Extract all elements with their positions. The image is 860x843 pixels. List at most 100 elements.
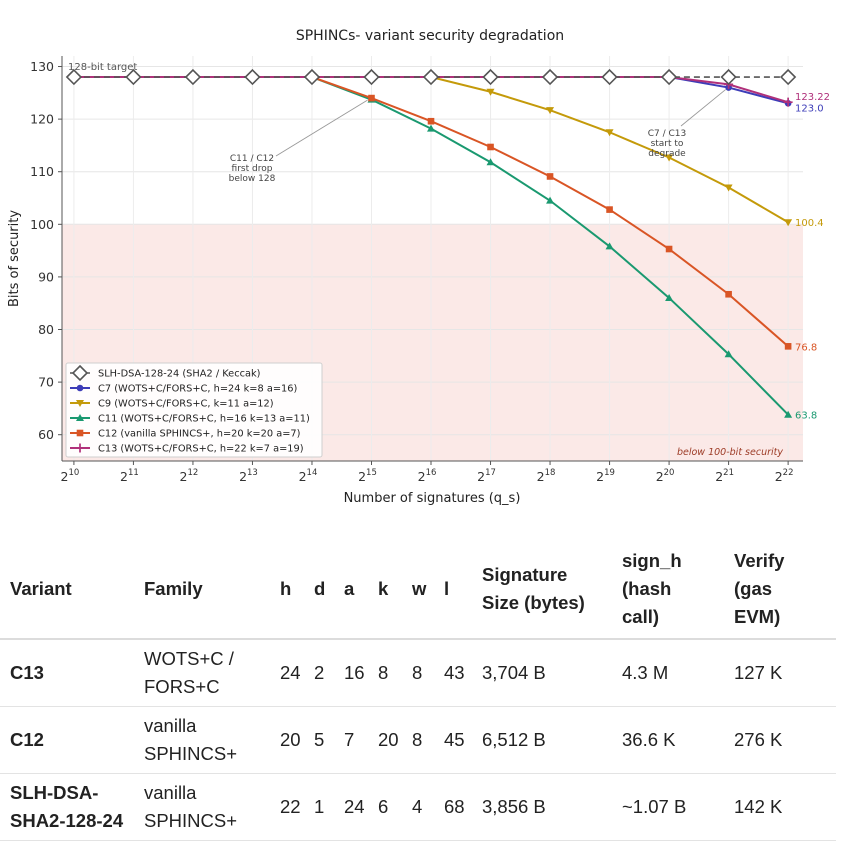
cell-d: 5: [310, 706, 340, 774]
cell-sign-h: 4.3 M: [612, 639, 724, 707]
cell-family-line: vanilla: [144, 715, 197, 736]
data-point: [487, 143, 494, 151]
data-point: [601, 68, 618, 86]
header-verify-line: Verify: [734, 550, 785, 571]
x-axis-label: Number of signatures (q_s): [344, 491, 521, 506]
legend-label: C7 (WOTS+C/FORS+C, h=24 k=8 a=16): [98, 384, 297, 395]
annotation-text: degrade: [648, 149, 686, 159]
x-tick-label: 212: [180, 468, 199, 484]
series-0: [65, 68, 797, 86]
cell-l: 43: [440, 639, 472, 707]
data-point: [303, 68, 321, 86]
data-point: [784, 410, 793, 418]
legend-label: SLH-DSA-128-24 (SHA2 / Keccak): [98, 369, 260, 380]
legend-item: C12 (vanilla SPHINCS+, h=20 k=20 a=7): [70, 429, 300, 440]
series-end-label: 100.4: [795, 218, 824, 229]
cell-h: 22: [270, 773, 310, 841]
cell-family-line: vanilla: [144, 782, 197, 803]
header-verify-line: EVM): [734, 606, 781, 627]
data-point: [76, 400, 84, 407]
data-point: [75, 443, 85, 453]
header-d: d: [310, 540, 340, 640]
data-point: [76, 429, 84, 437]
annotation-text: C7 / C13: [648, 129, 687, 139]
header-sign-h-line: call): [622, 606, 660, 627]
data-point: [720, 68, 737, 86]
cell-w: 8: [408, 706, 440, 774]
data-point: [427, 124, 436, 132]
data-point: [546, 196, 555, 204]
cell-family-line: SPHINCS+: [144, 810, 238, 831]
annotation-text: first drop: [232, 164, 273, 174]
data-point: [725, 290, 732, 298]
data-point: [76, 384, 84, 392]
data-point: [546, 107, 555, 115]
cell-d: 1: [310, 773, 340, 841]
data-point: [783, 97, 793, 107]
x-tick-label: 217: [477, 468, 496, 484]
y-tick-label: 130: [30, 59, 54, 74]
cell-verify: 127 K: [724, 639, 836, 707]
header-signature-size-line: Signature: [482, 564, 568, 585]
legend-item: C7 (WOTS+C/FORS+C, h=24 k=8 a=16): [70, 384, 297, 395]
x-tick-label: 213: [239, 468, 258, 484]
cell-a: 7: [340, 706, 374, 774]
header-verify: Verify (gas EVM): [724, 540, 836, 640]
cell-h: 24: [270, 639, 310, 707]
cell-k: 8: [374, 639, 408, 707]
cell-sign-h: 36.6 K: [612, 706, 724, 774]
legend-item: C9 (WOTS+C/FORS+C, k=11 a=12): [70, 399, 274, 410]
table-row: C12 vanilla SPHINCS+ 20 5 7 20 8 45 6,51…: [0, 706, 836, 774]
legend-item: SLH-DSA-128-24 (SHA2 / Keccak): [70, 364, 260, 382]
table-row: C13 WOTS+C / FORS+C 24 2 16 8 8 43 3,704…: [0, 639, 836, 707]
data-point: [427, 117, 435, 125]
x-tick-label: 216: [418, 468, 437, 484]
data-point: [482, 68, 499, 86]
x-tick-label: 215: [358, 468, 377, 484]
cell-signature-size: 3,704 B: [472, 639, 612, 707]
cell-variant: C13: [0, 639, 134, 707]
data-point: [71, 364, 89, 382]
y-tick-label: 60: [38, 427, 54, 442]
legend-label: C9 (WOTS+C/FORS+C, k=11 a=12): [98, 399, 274, 410]
header-verify-line: (gas: [734, 578, 773, 599]
x-tick-label: 211: [120, 468, 139, 484]
data-point: [184, 68, 202, 86]
cell-variant: SLH-DSA- SHA2-128-24: [0, 773, 134, 841]
series-end-label: 123.22: [795, 92, 830, 103]
data-point: [125, 68, 142, 86]
header-signature-size-line: Size (bytes): [482, 592, 585, 613]
cell-a: 24: [340, 773, 374, 841]
annotation-arrow: [680, 89, 726, 127]
y-tick-label: 90: [38, 269, 54, 284]
annotation-text: start to: [651, 139, 684, 149]
data-point: [244, 68, 261, 86]
x-tick-label: 218: [537, 468, 556, 484]
chart-title: SPHINCs- variant security degradation: [296, 28, 564, 44]
series-end-label: 123.0: [795, 103, 824, 114]
y-axis-label: Bits of security: [7, 210, 22, 307]
header-l: l: [440, 540, 472, 640]
legend-label: C13 (WOTS+C/FORS+C, h=22 k=7 a=19): [98, 444, 304, 455]
data-point: [422, 68, 440, 86]
header-k: k: [374, 540, 408, 640]
annotation-text: C11 / C12: [230, 154, 274, 164]
table-row: SLH-DSA- SHA2-128-24 vanilla SPHINCS+ 22…: [0, 773, 836, 841]
legend-label: C12 (vanilla SPHINCS+, h=20 k=20 a=7): [98, 429, 300, 440]
data-point: [605, 242, 614, 250]
shaded-region-label: below 100-bit security: [677, 447, 783, 458]
data-point: [665, 154, 674, 162]
x-tick-label: 210: [61, 468, 80, 484]
header-h: h: [270, 540, 310, 640]
table-header-row: Variant Family h d a k w l Signature Siz…: [0, 540, 836, 640]
legend-item: C13 (WOTS+C/FORS+C, h=22 k=7 a=19): [70, 443, 304, 455]
header-family: Family: [134, 540, 270, 640]
cell-d: 2: [310, 639, 340, 707]
data-point: [368, 94, 375, 102]
reference-line-label: 128-bit target: [68, 62, 137, 73]
header-a: a: [340, 540, 374, 640]
cell-family: vanilla SPHINCS+: [134, 773, 270, 841]
series-end-label: 76.8: [795, 342, 817, 353]
data-point: [784, 343, 792, 350]
header-variant: Variant: [0, 540, 134, 640]
